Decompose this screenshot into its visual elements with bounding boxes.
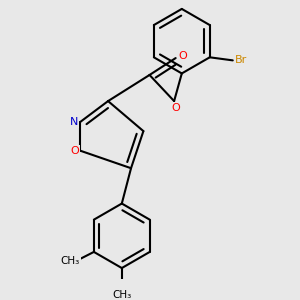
Text: CH₃: CH₃	[61, 256, 80, 266]
Text: O: O	[178, 51, 187, 61]
Text: O: O	[171, 103, 180, 113]
Text: Br: Br	[235, 56, 248, 65]
Text: CH₃: CH₃	[112, 290, 131, 300]
Text: O: O	[70, 146, 79, 155]
Text: N: N	[70, 117, 79, 127]
